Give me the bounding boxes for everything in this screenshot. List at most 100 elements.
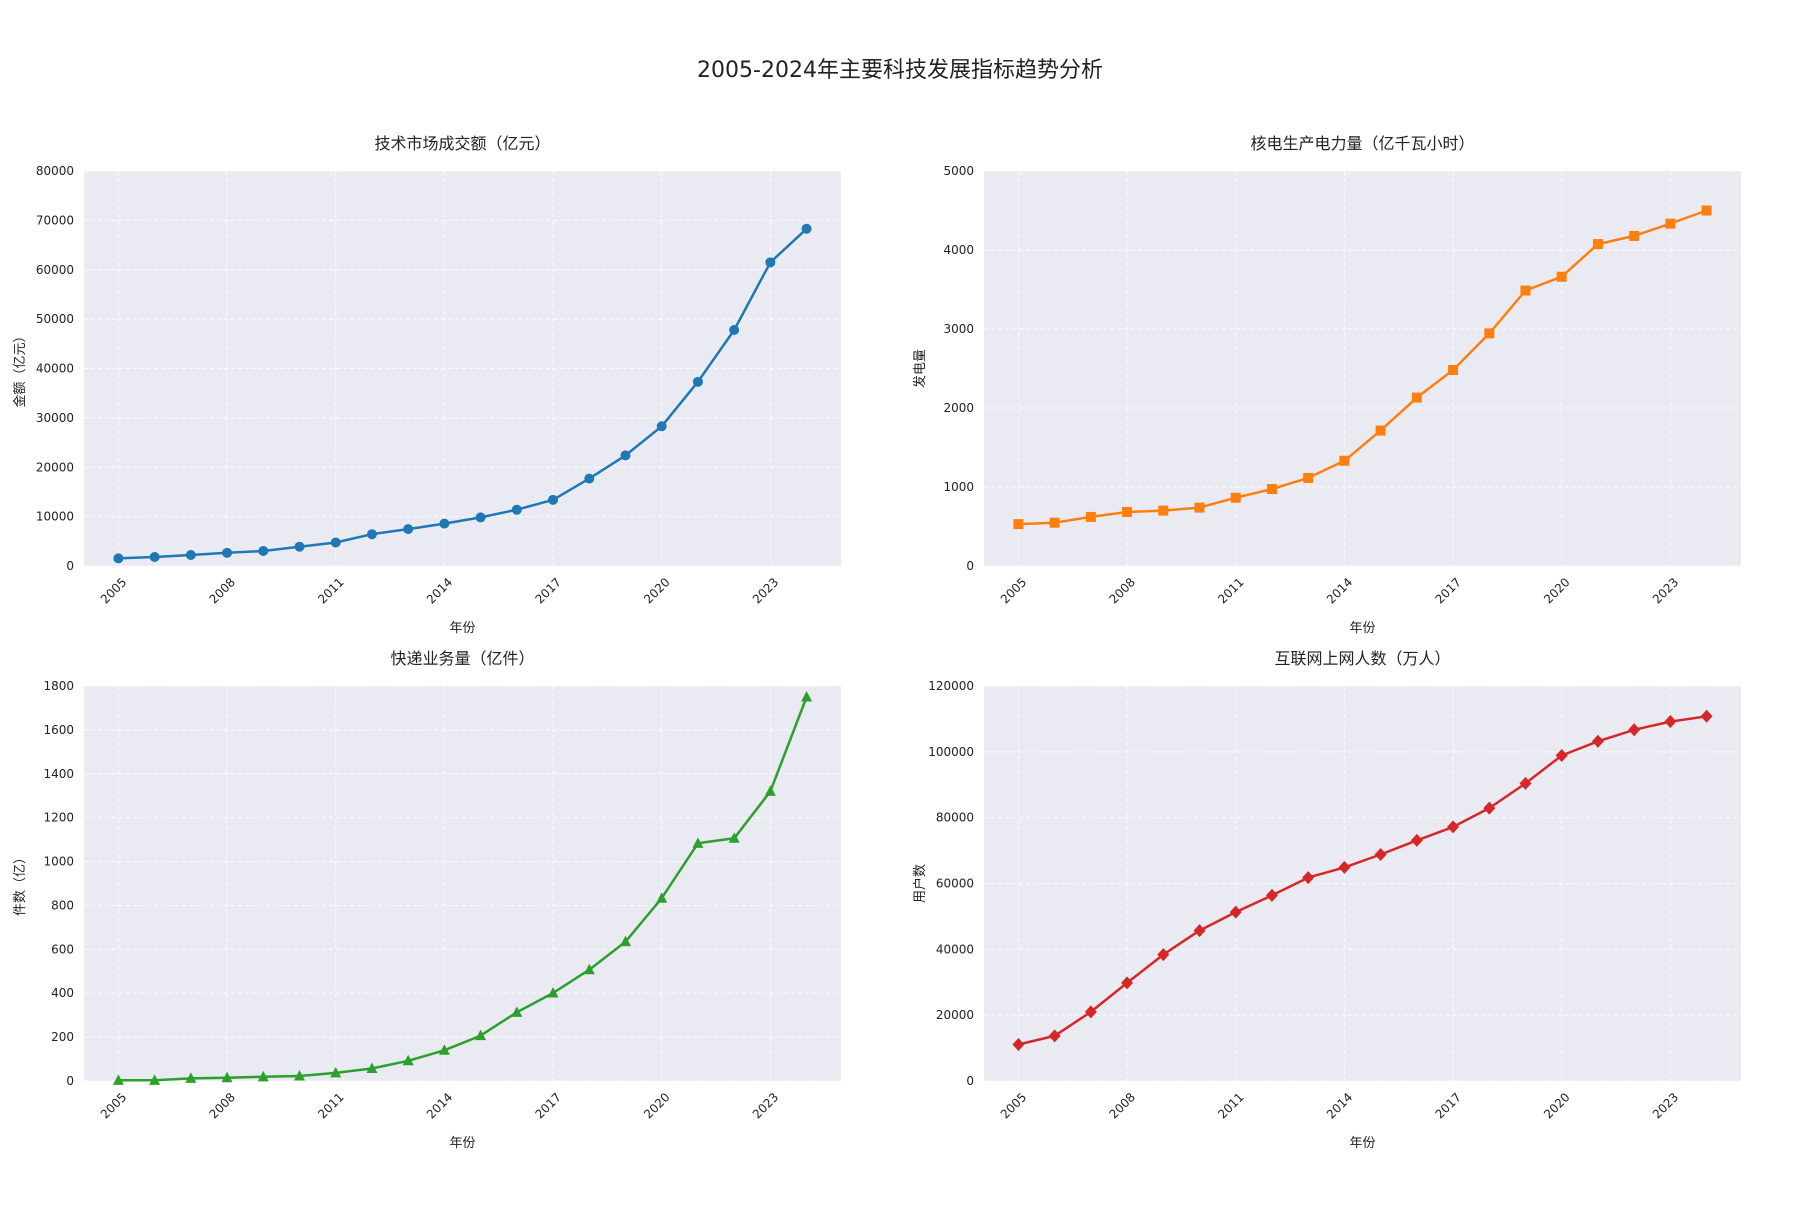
series-line xyxy=(118,227,808,560)
data-point xyxy=(438,1044,450,1055)
x-tick-label: 2023 xyxy=(1650,575,1681,606)
x-axis-label: 年份 xyxy=(449,1136,475,1151)
data-point xyxy=(366,529,377,540)
data-point xyxy=(1338,860,1351,874)
x-tick-label: 2008 xyxy=(1107,1090,1138,1121)
data-point xyxy=(1556,271,1567,282)
x-axis-label: 年份 xyxy=(1349,621,1375,636)
data-point xyxy=(1665,218,1676,229)
x-tick-label: 2011 xyxy=(315,1090,346,1121)
x-tick-label: 2005 xyxy=(98,575,129,606)
x-tick-label: 2020 xyxy=(1541,575,1572,606)
plot-area xyxy=(984,171,1741,566)
x-tick-label: 2017 xyxy=(533,1090,564,1121)
data-point xyxy=(1048,1029,1061,1043)
data-point xyxy=(1700,709,1713,723)
data-point xyxy=(149,1074,161,1085)
data-point xyxy=(185,549,196,560)
data-point xyxy=(1302,871,1315,885)
y-tick-label: 80000 xyxy=(936,811,974,825)
series-line xyxy=(118,696,808,1082)
y-tick-label: 60000 xyxy=(36,263,74,277)
data-point xyxy=(149,552,160,563)
x-tick-label: 2011 xyxy=(1215,575,1246,606)
y-tick-label: 4000 xyxy=(943,243,974,257)
y-tick-label: 1000 xyxy=(943,480,974,494)
chart-svg-internet-users: 互联网上网人数（万人） 0 20000 40000 60000 80000 100000 12… xyxy=(912,649,1741,1151)
x-tick-label: 2017 xyxy=(533,575,564,606)
data-point xyxy=(1012,1037,1025,1051)
data-point xyxy=(764,785,776,796)
data-point xyxy=(222,547,233,558)
chart-svg-express-delivery: 快递业务量（亿件） 0 200 400 600 800 1000 1200 1400 1600 18… xyxy=(13,649,841,1151)
data-point xyxy=(619,935,631,947)
data-point xyxy=(475,1029,487,1041)
y-tick-label: 50000 xyxy=(36,312,74,326)
data-point xyxy=(1483,801,1496,815)
chart-title: 技术市场成交额（亿元） xyxy=(374,134,550,153)
x-tick-label: 2011 xyxy=(315,575,346,606)
y-tick-label: 1000 xyxy=(43,855,74,869)
data-point xyxy=(402,1054,414,1066)
data-point xyxy=(511,504,522,515)
y-tick-label: 0 xyxy=(66,1074,74,1088)
data-point xyxy=(801,690,813,702)
data-point xyxy=(1447,820,1460,834)
data-point xyxy=(330,537,341,548)
y-tick-label: 800 xyxy=(51,898,74,912)
data-point xyxy=(403,524,414,535)
y-tick-label: 1600 xyxy=(43,723,74,737)
x-tick-label: 2005 xyxy=(998,1090,1029,1121)
y-tick-label: 0 xyxy=(966,1074,974,1088)
data-point xyxy=(728,832,740,843)
data-point xyxy=(584,473,595,484)
data-point xyxy=(294,1069,306,1081)
y-tick-label: 2000 xyxy=(943,401,974,415)
y-axis-label: 金额（亿元） xyxy=(12,329,28,407)
chart-panel-tech-market: 技术市场成交额（亿元） 0 10000 20000 30000 40000 50000 600… xyxy=(0,100,900,700)
y-tick-label: 1800 xyxy=(43,679,74,693)
chart-svg-nuclear-power: 核电生产电力量（亿千瓦小时） 0 1000 2000 3000 4000 5000 2005 2… xyxy=(912,134,1741,636)
x-tick-label: 2017 xyxy=(1433,575,1464,606)
data-point xyxy=(511,1006,523,1017)
x-tick-label: 2020 xyxy=(1541,1090,1572,1121)
y-tick-label: 0 xyxy=(966,559,974,573)
data-point xyxy=(221,1071,233,1083)
y-tick-label: 1400 xyxy=(43,767,74,781)
x-tick-label: 2005 xyxy=(98,1090,129,1121)
y-tick-label: 100000 xyxy=(928,745,974,759)
x-tick-label: 2014 xyxy=(1324,575,1355,606)
data-point xyxy=(1555,748,1568,762)
x-tick-label: 2014 xyxy=(424,1090,455,1121)
data-point xyxy=(1628,723,1641,737)
y-tick-label: 30000 xyxy=(36,411,74,425)
y-tick-label: 0 xyxy=(66,559,74,573)
data-point xyxy=(801,223,812,234)
data-point xyxy=(729,324,740,335)
y-axis-label: 用户数 xyxy=(912,864,928,903)
data-point xyxy=(475,512,486,523)
data-point xyxy=(113,553,124,564)
data-point xyxy=(258,545,269,556)
x-tick-label: 2023 xyxy=(750,1090,781,1121)
data-point xyxy=(112,1074,124,1085)
data-point xyxy=(1410,833,1423,847)
data-point xyxy=(583,963,595,975)
data-point xyxy=(620,450,631,461)
data-point xyxy=(1157,948,1170,962)
data-point xyxy=(656,421,667,432)
y-tick-label: 1200 xyxy=(43,811,74,825)
plot-area xyxy=(84,686,841,1081)
x-tick-label: 2020 xyxy=(641,1090,672,1121)
y-tick-label: 40000 xyxy=(36,362,74,376)
series-line xyxy=(1018,715,1707,1046)
x-tick-label: 2008 xyxy=(1107,575,1138,606)
data-point xyxy=(1303,472,1314,483)
y-tick-label: 10000 xyxy=(36,510,74,524)
data-point xyxy=(1229,905,1242,919)
y-tick-label: 400 xyxy=(51,986,74,1000)
y-tick-label: 5000 xyxy=(943,164,974,178)
data-point xyxy=(1230,492,1241,503)
data-point xyxy=(1592,239,1603,250)
data-point xyxy=(1484,328,1495,339)
